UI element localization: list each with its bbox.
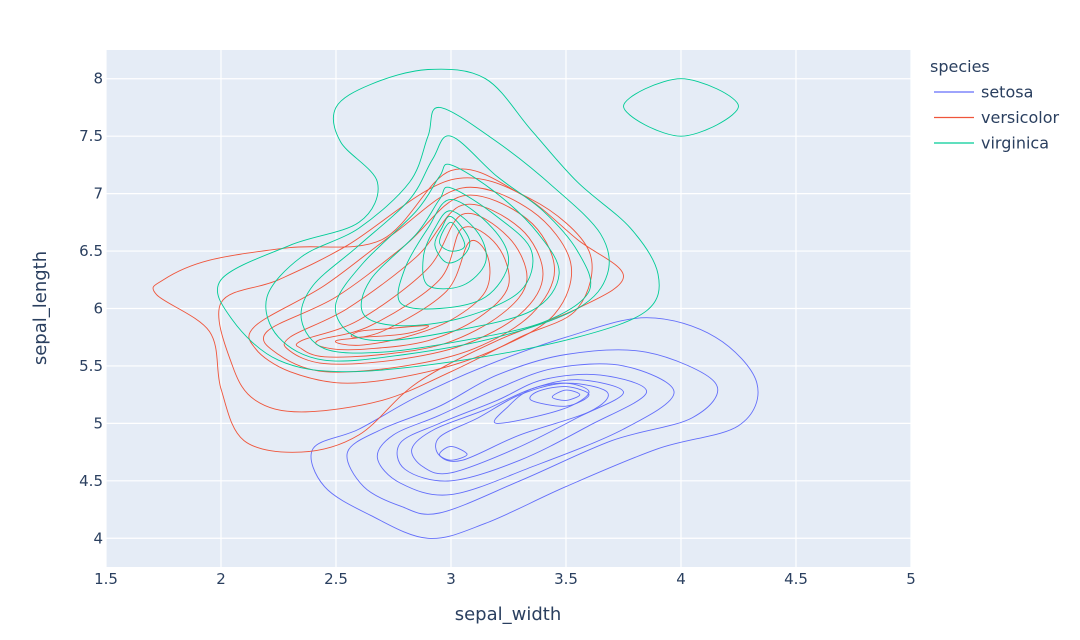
legend-label: versicolor [981,108,1059,127]
x-tick-label: 1.5 [94,570,118,588]
setosa-contour-line [493,382,590,424]
y-tick-label: 6.5 [79,242,103,260]
virginica-contour-line [397,198,509,310]
virginica-contour-line [265,106,610,362]
x-tick-label: 3.5 [554,570,578,588]
x-tick-label: 4 [676,570,686,588]
setosa-contour-line [310,317,759,539]
setosa-contour-line [439,445,468,461]
versicolor-contour-line [262,194,555,373]
legend-label: setosa [981,83,1033,102]
setosa-contour-line [346,349,719,515]
y-tick-label: 4 [93,529,103,547]
legend-item-versicolor[interactable]: versicolor [934,108,1059,127]
setosa-contour-line [435,382,609,462]
x-tick-label: 2.5 [324,570,348,588]
y-axis-ticks: 4 4.5 5 5.5 6 6.5 7 7.5 8 [79,70,103,548]
y-tick-label: 7.5 [79,127,103,145]
x-tick-label: 3 [446,570,456,588]
y-tick-label: 4.5 [79,472,103,490]
y-axis-title: sepal_length [30,251,51,365]
versicolor-contour-line [334,240,491,346]
legend-label: virginica [981,134,1049,153]
x-tick-label: 5 [906,570,916,588]
setosa-contour-line [376,363,675,496]
versicolor-contour-line [152,168,624,453]
x-tick-label: 4.5 [784,570,808,588]
series-setosa [310,317,759,539]
setosa-contour-line [551,389,581,401]
virginica-contour-line [439,221,466,252]
y-tick-label: 5.5 [79,357,103,375]
virginica-contour-line [360,186,534,327]
virginica-contour-line [300,135,592,354]
legend: species setosa versicolor virginica [930,57,1059,153]
versicolor-contour-line [283,203,544,365]
virginica-contour-line [334,163,560,342]
legend-item-virginica[interactable]: virginica [934,134,1049,153]
x-axis-title: sepal_width [455,604,562,625]
virginica-contour-line [623,78,739,137]
setosa-contour-line [529,386,590,407]
legend-title: species [930,57,990,76]
x-axis-ticks: 1.5 2 2.5 3 3.5 4 4.5 5 [94,570,916,588]
x-tick-label: 2 [216,570,226,588]
versicolor-contour-line [315,226,510,351]
versicolor-contour-line [350,325,430,338]
grid [105,50,912,567]
setosa-contour-line [396,373,647,482]
y-tick-label: 6 [93,300,103,318]
versicolor-contour-line [218,177,593,413]
legend-items: setosa versicolor virginica [934,83,1059,153]
virginica-contour-line [422,210,487,290]
series-virginica [216,68,739,373]
y-tick-label: 5 [93,414,103,432]
y-tick-label: 7 [93,185,103,203]
legend-item-setosa[interactable]: setosa [934,83,1033,102]
contour-layer [152,68,759,539]
virginica-contour-line [434,215,471,264]
versicolor-contour-line [295,212,528,358]
y-tick-label: 8 [93,70,103,88]
virginica-contour-line [216,68,660,373]
